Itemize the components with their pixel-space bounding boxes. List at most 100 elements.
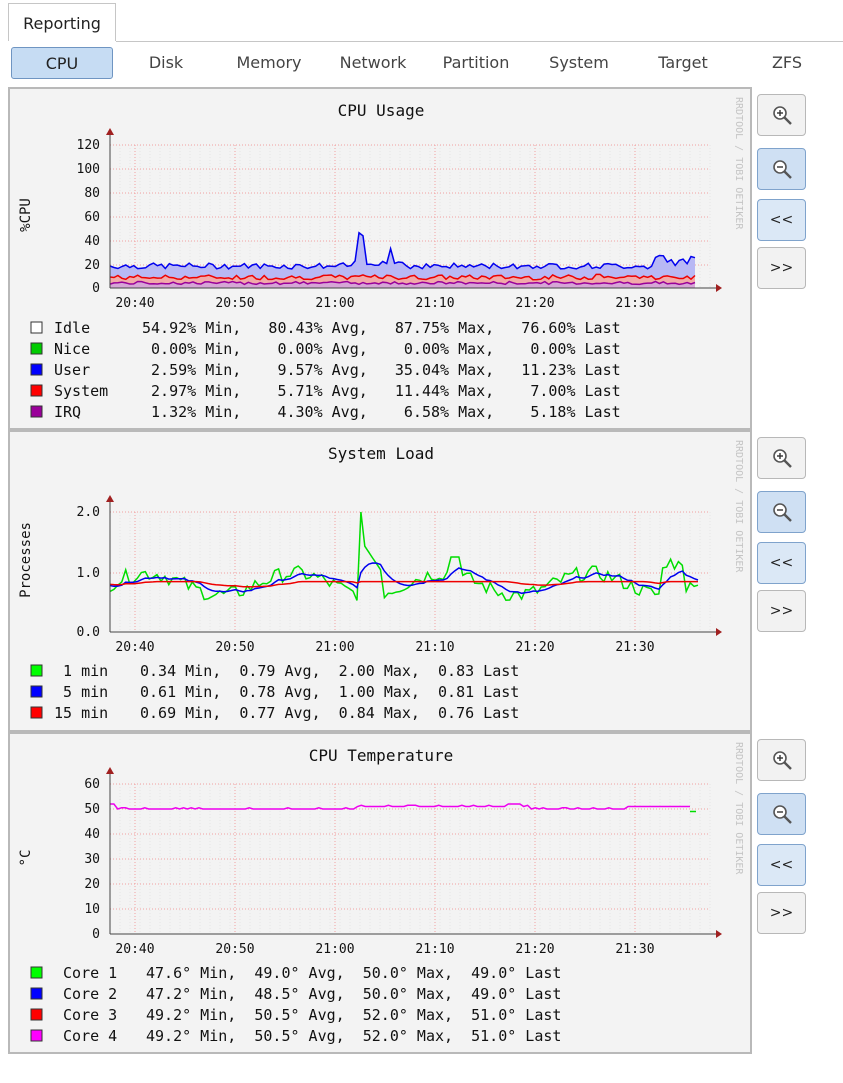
subtab-network[interactable]: Network <box>339 53 407 72</box>
tab-reporting[interactable]: Reporting <box>8 3 116 41</box>
cpu-system-line <box>109 273 696 281</box>
y-tick-label: 60 <box>84 210 100 225</box>
subtab-cpu[interactable]: CPU <box>11 47 113 79</box>
cpu-user-area <box>110 232 695 288</box>
x-tick-label: 21:30 <box>615 640 654 655</box>
y-tick-label: 0 <box>92 281 100 296</box>
zoom-out-icon <box>773 805 792 824</box>
legend-swatch <box>30 664 43 677</box>
next-period-button[interactable]: >> <box>757 892 806 934</box>
legend-swatch <box>30 342 43 355</box>
x-tick-label: 21:00 <box>315 640 354 655</box>
y-tick-label: 40 <box>84 827 100 842</box>
legend-swatch <box>30 384 43 397</box>
previous-period-button[interactable]: << <box>757 199 806 241</box>
legend-stats: 54.92% Min, 80.43% Avg, 87.75% Max, 76.6… <box>142 319 621 337</box>
cpu-usage-ylabel: %CPU <box>18 198 34 232</box>
tab-divider <box>116 41 843 42</box>
subtab-system[interactable]: System <box>549 53 609 72</box>
legend-swatch <box>30 321 43 334</box>
zoom-in-button[interactable] <box>757 739 806 781</box>
x-tick-label: 20:50 <box>215 640 254 655</box>
legend-series-name: 5 min <box>54 683 108 701</box>
zoom-out-button[interactable] <box>757 491 806 533</box>
previous-period-button[interactable]: << <box>757 542 806 584</box>
legend-stats: 0.34 Min, 0.79 Avg, 2.00 Max, 0.83 Last <box>140 662 519 680</box>
zoom-in-button[interactable] <box>757 94 806 136</box>
legend-series-name: 1 min <box>54 662 108 680</box>
legend-stats: 2.97% Min, 5.71% Avg, 11.44% Max, 7.00% … <box>142 382 621 400</box>
load-1min-line <box>109 511 699 601</box>
y-tick-label: 120 <box>77 138 100 153</box>
legend-series-name: Core 4 <box>54 1027 117 1045</box>
subtab-zfs[interactable]: ZFS <box>771 53 803 72</box>
system-load-title: System Load <box>328 444 434 463</box>
y-tick-label: 20 <box>84 258 100 273</box>
x-tick-label: 20:50 <box>215 296 254 311</box>
zoom-out-button[interactable] <box>757 793 806 835</box>
legend-stats: 1.32% Min, 4.30% Avg, 6.58% Max, 5.18% L… <box>142 403 621 421</box>
legend-swatch <box>30 405 43 418</box>
previous-period-button[interactable]: << <box>757 844 806 886</box>
x-tick-label: 21:10 <box>415 296 454 311</box>
y-tick-label: 0.0 <box>77 625 100 640</box>
x-tick-label: 21:20 <box>515 296 554 311</box>
next-period-button[interactable]: >> <box>757 247 806 289</box>
zoom-out-icon <box>773 160 792 179</box>
legend-swatch <box>30 966 43 979</box>
zoom-in-button[interactable] <box>757 437 806 479</box>
graph-cpu-temperature: CPU Temperature RRDTOOL / TOBI OETIKER °… <box>8 732 752 1054</box>
legend-series-name: IRQ <box>54 403 108 421</box>
subtab-disk[interactable]: Disk <box>148 53 184 72</box>
rrdtool-watermark: RRDTOOL / TOBI OETIKER <box>733 97 744 230</box>
system-load-legend: 1 min 0.34 Min, 0.79 Avg, 2.00 Max, 0.83 … <box>30 662 519 722</box>
zoom-out-button[interactable] <box>757 148 806 190</box>
legend-series-name: User <box>54 361 108 379</box>
next-period-button[interactable]: >> <box>757 590 806 632</box>
x-tick-label: 21:00 <box>315 296 354 311</box>
load-5min-line <box>109 562 699 595</box>
x-tick-label: 21:20 <box>515 640 554 655</box>
legend-stats: 0.61 Min, 0.78 Avg, 1.00 Max, 0.81 Last <box>140 683 519 701</box>
y-tick-label: 2.0 <box>77 505 100 520</box>
y-tick-label: 80 <box>84 186 100 201</box>
y-tick-label: 100 <box>77 162 100 177</box>
legend-swatch <box>30 706 43 719</box>
cpu-usage-legend: Idle 54.92% Min, 80.43% Avg, 87.75% Max,… <box>30 319 621 421</box>
system-load-ylabel: Processes <box>18 522 34 598</box>
cpu-temperature-legend: Core 1 47.6° Min, 49.0° Avg, 50.0° Max, 4… <box>30 964 561 1045</box>
legend-stats: 47.6° Min, 49.0° Avg, 50.0° Max, 49.0° L… <box>146 964 561 982</box>
subtab-memory[interactable]: Memory <box>236 53 302 72</box>
legend-stats: 49.2° Min, 50.5° Avg, 52.0° Max, 51.0° L… <box>146 1027 561 1045</box>
zoom-in-icon <box>773 449 792 468</box>
legend-stats: 0.69 Min, 0.77 Avg, 0.84 Max, 0.76 Last <box>140 704 519 722</box>
x-tick-label: 20:50 <box>215 942 254 957</box>
legend-series-name: Nice <box>54 340 108 358</box>
x-tick-label: 21:30 <box>615 296 654 311</box>
legend-stats: 47.2° Min, 48.5° Avg, 50.0° Max, 49.0° L… <box>146 985 561 1003</box>
cpu-user-line <box>109 231 696 270</box>
x-tick-label: 20:40 <box>115 640 154 655</box>
legend-series-name: 15 min <box>54 704 108 722</box>
system-load-grid <box>109 511 711 633</box>
y-tick-label: 1.0 <box>77 566 100 581</box>
x-tick-label: 21:10 <box>415 942 454 957</box>
y-tick-label: 60 <box>84 777 100 792</box>
legend-series-name: Core 2 <box>54 985 117 1003</box>
load-15min-line <box>109 580 698 588</box>
y-tick-label: 50 <box>84 802 100 817</box>
y-tick-label: 20 <box>84 877 100 892</box>
legend-swatch <box>30 363 43 376</box>
legend-series-name: System <box>54 382 108 400</box>
subtab-partition[interactable]: Partition <box>442 53 510 72</box>
legend-swatch <box>30 1008 43 1021</box>
legend-swatch <box>30 987 43 1000</box>
x-tick-label: 20:40 <box>115 296 154 311</box>
cpu-temperature-ylabel: °C <box>18 850 34 867</box>
legend-stats: 0.00% Min, 0.00% Avg, 0.00% Max, 0.00% L… <box>142 340 621 358</box>
y-tick-label: 0 <box>92 927 100 942</box>
cpu-usage-chart: CPU Usage RRDTOOL / TOBI OETIKER %CPU 12… <box>18 97 744 421</box>
subtab-target[interactable]: Target <box>658 53 708 72</box>
rrdtool-watermark: RRDTOOL / TOBI OETIKER <box>733 440 744 573</box>
zoom-out-icon <box>773 503 792 522</box>
